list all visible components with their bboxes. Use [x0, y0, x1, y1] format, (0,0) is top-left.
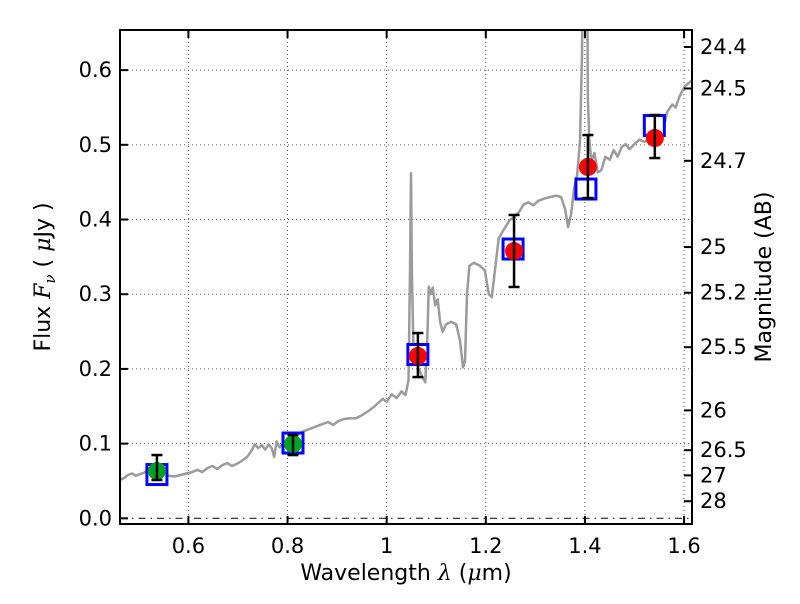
x-tick-label: 1.4 [568, 534, 601, 558]
tick-labels: 0.6 0.8 1 1.2 1.4 1.6 0.0 0.1 0.2 0.3 0.4 0.5 0.6 24.… [79, 35, 747, 558]
grid [120, 30, 692, 524]
y-right-tick-label: 26 [700, 398, 727, 422]
x-tick-label: 1.6 [667, 534, 700, 558]
y-left-tick-label: 0.6 [79, 58, 112, 82]
y-right-tick-label: 24.4 [700, 35, 747, 59]
y-left-tick-label: 0.3 [79, 282, 112, 306]
model-photometry-square [574, 177, 598, 201]
x-tick-label: 1 [380, 534, 393, 558]
y-right-tick-label: 26.5 [700, 438, 747, 462]
y-right-axis-title: Magnitude (AB) [752, 192, 777, 363]
y-right-tick-label: 25.2 [700, 281, 747, 305]
x-tick-label: 0.8 [271, 534, 304, 558]
x-axis-title: Wavelength λ (μm) [300, 561, 511, 586]
y-left-tick-label: 0.1 [79, 432, 112, 456]
y-left-tick-label: 0.0 [79, 506, 112, 530]
y-right-tick-label: 25.5 [700, 335, 747, 359]
axis-titles: Wavelength λ (μm) Flux Fν ( μJy ) Magnitud… [31, 192, 777, 586]
y-right-tick-label: 24.5 [700, 76, 747, 100]
plot-frame [119, 29, 693, 525]
y-left-tick-label: 0.4 [79, 208, 112, 232]
y-left-tick-label: 0.2 [79, 357, 112, 381]
y-left-tick-label: 0.5 [79, 133, 112, 157]
y-right-tick-label: 28 [700, 489, 727, 513]
x-tick-label: 1.2 [469, 534, 502, 558]
x-tick-label: 0.6 [172, 534, 205, 558]
ticks [120, 30, 692, 524]
y-right-tick-label: 27 [700, 463, 727, 487]
y-right-tick-label: 25 [700, 235, 727, 259]
y-left-axis-title: Flux Fν ( μJy ) [31, 202, 59, 351]
error-bars [151, 113, 661, 482]
y-right-tick-label: 24.7 [700, 149, 747, 173]
